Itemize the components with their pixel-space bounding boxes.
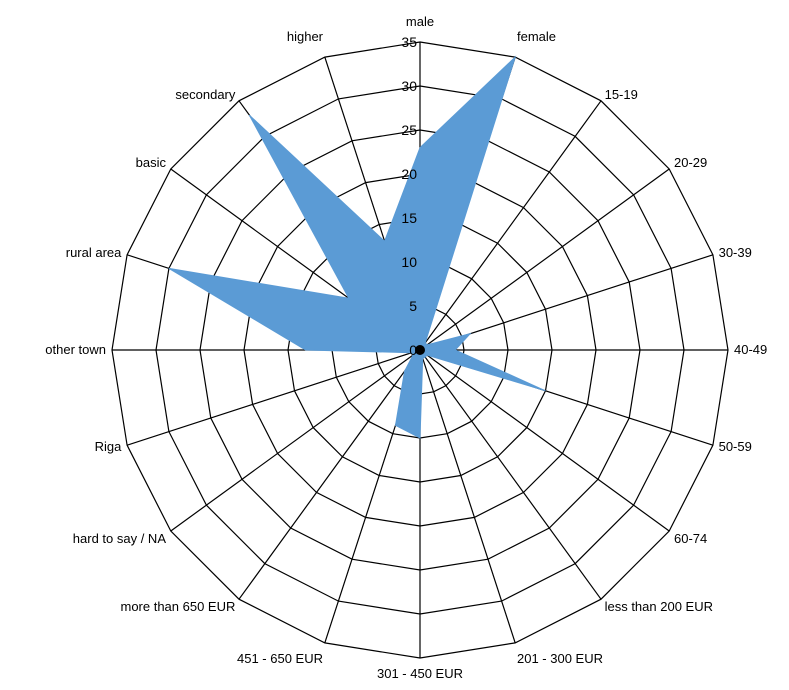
category-label: 50-59 [719, 439, 752, 454]
category-label: female [517, 29, 556, 44]
tick-label: 15 [401, 210, 417, 226]
tick-label: 20 [401, 166, 417, 182]
tick-label: 5 [409, 298, 417, 314]
category-label: 60-74 [674, 531, 707, 546]
category-label: male [406, 14, 434, 29]
category-labels: male female 15-19 20-29 30-39 40-49 50-59 60-74… [45, 14, 767, 681]
category-label: basic [136, 155, 167, 170]
axis-spoke [419, 100, 602, 351]
series-area [168, 55, 546, 439]
tick-label: 10 [401, 254, 417, 270]
axis-spoke [238, 349, 421, 600]
tick-labels: 0 5 10 15 20 25 30 35 [401, 34, 417, 358]
axis-spoke [170, 349, 421, 532]
category-label: 451 - 650 EUR [237, 651, 323, 666]
category-label: 30-39 [719, 245, 752, 260]
axis-spoke [419, 349, 602, 600]
category-label: more than 650 EUR [120, 599, 235, 614]
tick-label: 0 [409, 342, 417, 358]
axis-spoke [126, 349, 421, 446]
center-point [415, 345, 425, 355]
category-label: 301 - 450 EUR [377, 666, 463, 681]
category-label: 20-29 [674, 155, 707, 170]
axis-spoke [419, 349, 516, 644]
category-label: 40-49 [734, 342, 767, 357]
category-label: less than 200 EUR [605, 599, 713, 614]
category-label: other town [45, 342, 106, 357]
category-label: 201 - 300 EUR [517, 651, 603, 666]
category-label: secondary [175, 87, 235, 102]
category-label: Riga [95, 439, 123, 454]
category-label: rural area [66, 245, 122, 260]
series-layer [168, 55, 546, 439]
category-label: hard to say / NA [73, 531, 167, 546]
category-label: 15-19 [605, 87, 638, 102]
tick-label: 30 [401, 78, 417, 94]
axis-spoke [419, 349, 670, 532]
tick-label: 35 [401, 34, 417, 50]
tick-label: 25 [401, 122, 417, 138]
axis-spoke [419, 168, 670, 351]
category-label: higher [287, 29, 324, 44]
